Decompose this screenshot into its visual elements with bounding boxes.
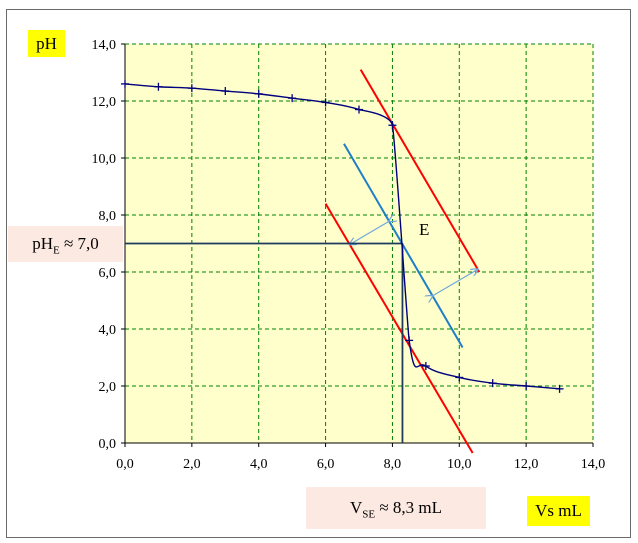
data-point [355, 105, 363, 114]
x-tick-label: 0,0 [116, 457, 134, 472]
volume-equivalence-label: VSE ≈ 8,3 mL [306, 487, 486, 529]
x-tick-label: 2,0 [183, 457, 201, 472]
ph-label-text: pH [32, 234, 53, 253]
x-tick-label: 8,0 [384, 457, 402, 472]
data-point [288, 94, 297, 103]
x-tick-label: 6,0 [317, 457, 335, 472]
y-tick-label: 12,0 [92, 95, 117, 110]
data-point [555, 384, 564, 393]
x-axis-label: Vs mL [527, 496, 590, 526]
titration-curve-line [124, 83, 560, 390]
data-point [488, 379, 497, 388]
data-point [321, 98, 330, 107]
tick-labels: 0,0 2,0 4,0 6,0 8,0 10,0 12,0 14,0 0,0 2,0 4,0 6,0 8… [92, 38, 606, 472]
x-tick-label: 4,0 [250, 457, 268, 472]
v-label-subscript: SE [362, 508, 376, 521]
data-point [388, 121, 397, 130]
data-point [405, 336, 414, 345]
data-point [254, 89, 263, 98]
y-tick-label: 2,0 [99, 380, 117, 395]
y-tick-label: 14,0 [92, 38, 117, 53]
data-point [121, 79, 129, 88]
y-tick-label: 4,0 [99, 323, 117, 338]
titration-curve [121, 79, 564, 393]
distance-arrow [433, 269, 478, 296]
y-tick-label: 10,0 [92, 152, 117, 167]
distance-arrow [350, 221, 389, 244]
x-tick-label: 14,0 [581, 457, 606, 472]
v-label-value: ≈ 8,3 mL [375, 498, 443, 517]
y-tick-label: 6,0 [99, 266, 117, 281]
y-axis-label: pH [28, 30, 65, 57]
data-point [221, 87, 230, 96]
construction-lines [125, 69, 481, 454]
data-point [421, 362, 430, 371]
equivalence-point-label: E [419, 220, 430, 239]
v-label-text: V [349, 498, 363, 517]
tangent-line [359, 69, 481, 273]
ph-equivalence-label: pHE ≈ 7,0 [8, 226, 123, 262]
ph-label-value: ≈ 7,0 [59, 234, 99, 253]
ph-label-subscript: E [52, 244, 60, 257]
data-point [522, 382, 531, 390]
x-tick-label: 10,0 [447, 457, 472, 472]
x-tick-label: 12,0 [514, 457, 539, 472]
data-point [154, 82, 163, 91]
y-tick-label: 8,0 [99, 209, 117, 224]
data-point [187, 84, 196, 93]
y-tick-label: 0,0 [99, 437, 117, 452]
data-point [455, 373, 464, 382]
